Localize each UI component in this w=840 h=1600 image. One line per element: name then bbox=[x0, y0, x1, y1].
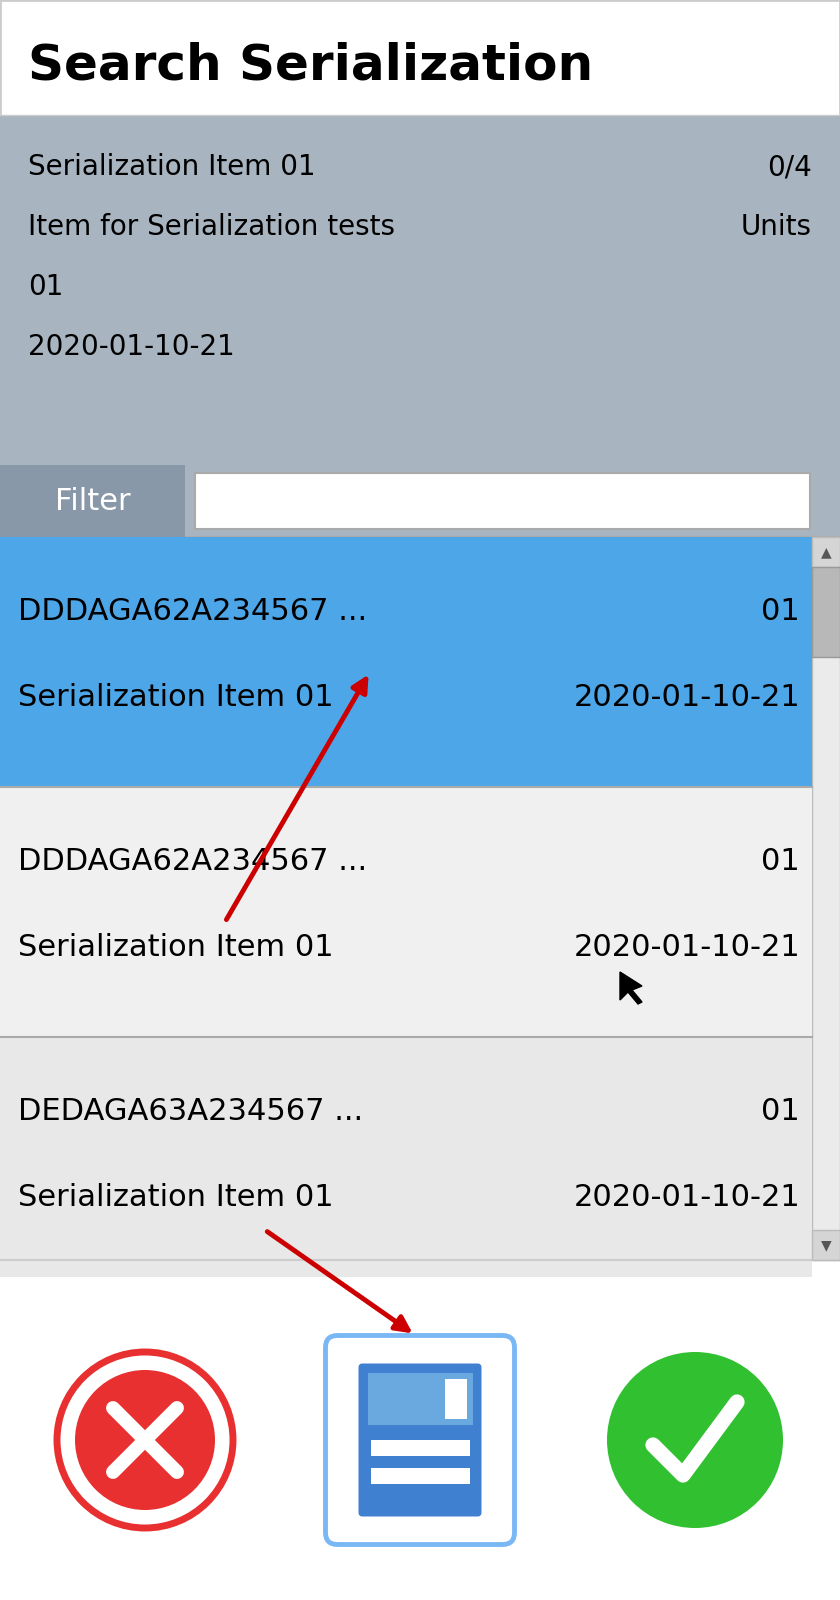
Text: ▼: ▼ bbox=[821, 1238, 832, 1251]
Text: Filter: Filter bbox=[55, 486, 130, 515]
Text: Serialization Item 01: Serialization Item 01 bbox=[18, 933, 333, 962]
Text: 01: 01 bbox=[28, 274, 63, 301]
FancyBboxPatch shape bbox=[368, 1373, 472, 1424]
Polygon shape bbox=[620, 971, 642, 1005]
FancyBboxPatch shape bbox=[0, 538, 840, 1261]
FancyBboxPatch shape bbox=[0, 1261, 840, 1600]
FancyBboxPatch shape bbox=[359, 1363, 481, 1517]
Text: Units: Units bbox=[741, 213, 812, 242]
Text: Search Serialization: Search Serialization bbox=[28, 42, 593, 90]
FancyBboxPatch shape bbox=[0, 538, 812, 787]
Circle shape bbox=[607, 1352, 783, 1528]
FancyBboxPatch shape bbox=[195, 474, 810, 530]
Text: 2020-01-10-21: 2020-01-10-21 bbox=[573, 1182, 800, 1211]
Text: 01: 01 bbox=[761, 597, 800, 627]
Text: 2020-01-10-21: 2020-01-10-21 bbox=[573, 683, 800, 712]
FancyBboxPatch shape bbox=[444, 1379, 466, 1419]
Text: 01: 01 bbox=[761, 848, 800, 877]
Text: 01: 01 bbox=[761, 1098, 800, 1126]
FancyBboxPatch shape bbox=[0, 787, 812, 1037]
Text: Item for Serialization tests: Item for Serialization tests bbox=[28, 213, 395, 242]
Circle shape bbox=[75, 1370, 215, 1510]
Text: 0/4: 0/4 bbox=[767, 154, 812, 181]
FancyBboxPatch shape bbox=[0, 466, 185, 538]
FancyBboxPatch shape bbox=[0, 466, 840, 538]
Text: Serialization Item 01: Serialization Item 01 bbox=[18, 683, 333, 712]
Text: 2020-01-10-21: 2020-01-10-21 bbox=[28, 333, 234, 362]
Text: ▲: ▲ bbox=[821, 546, 832, 558]
FancyBboxPatch shape bbox=[370, 1440, 470, 1456]
Text: Serialization Item 01: Serialization Item 01 bbox=[18, 1182, 333, 1211]
FancyBboxPatch shape bbox=[326, 1336, 514, 1544]
FancyBboxPatch shape bbox=[0, 1037, 812, 1277]
FancyBboxPatch shape bbox=[370, 1467, 470, 1483]
Text: DDDAGA62A234567 ...: DDDAGA62A234567 ... bbox=[18, 597, 367, 627]
Text: 2020-01-10-21: 2020-01-10-21 bbox=[573, 933, 800, 962]
FancyBboxPatch shape bbox=[812, 538, 840, 566]
FancyBboxPatch shape bbox=[812, 538, 840, 1261]
FancyBboxPatch shape bbox=[812, 566, 840, 658]
FancyBboxPatch shape bbox=[0, 115, 840, 466]
FancyBboxPatch shape bbox=[812, 1230, 840, 1261]
Text: Serialization Item 01: Serialization Item 01 bbox=[28, 154, 316, 181]
Text: DEDAGA63A234567 ...: DEDAGA63A234567 ... bbox=[18, 1098, 363, 1126]
Text: DDDAGA62A234567 ...: DDDAGA62A234567 ... bbox=[18, 848, 367, 877]
